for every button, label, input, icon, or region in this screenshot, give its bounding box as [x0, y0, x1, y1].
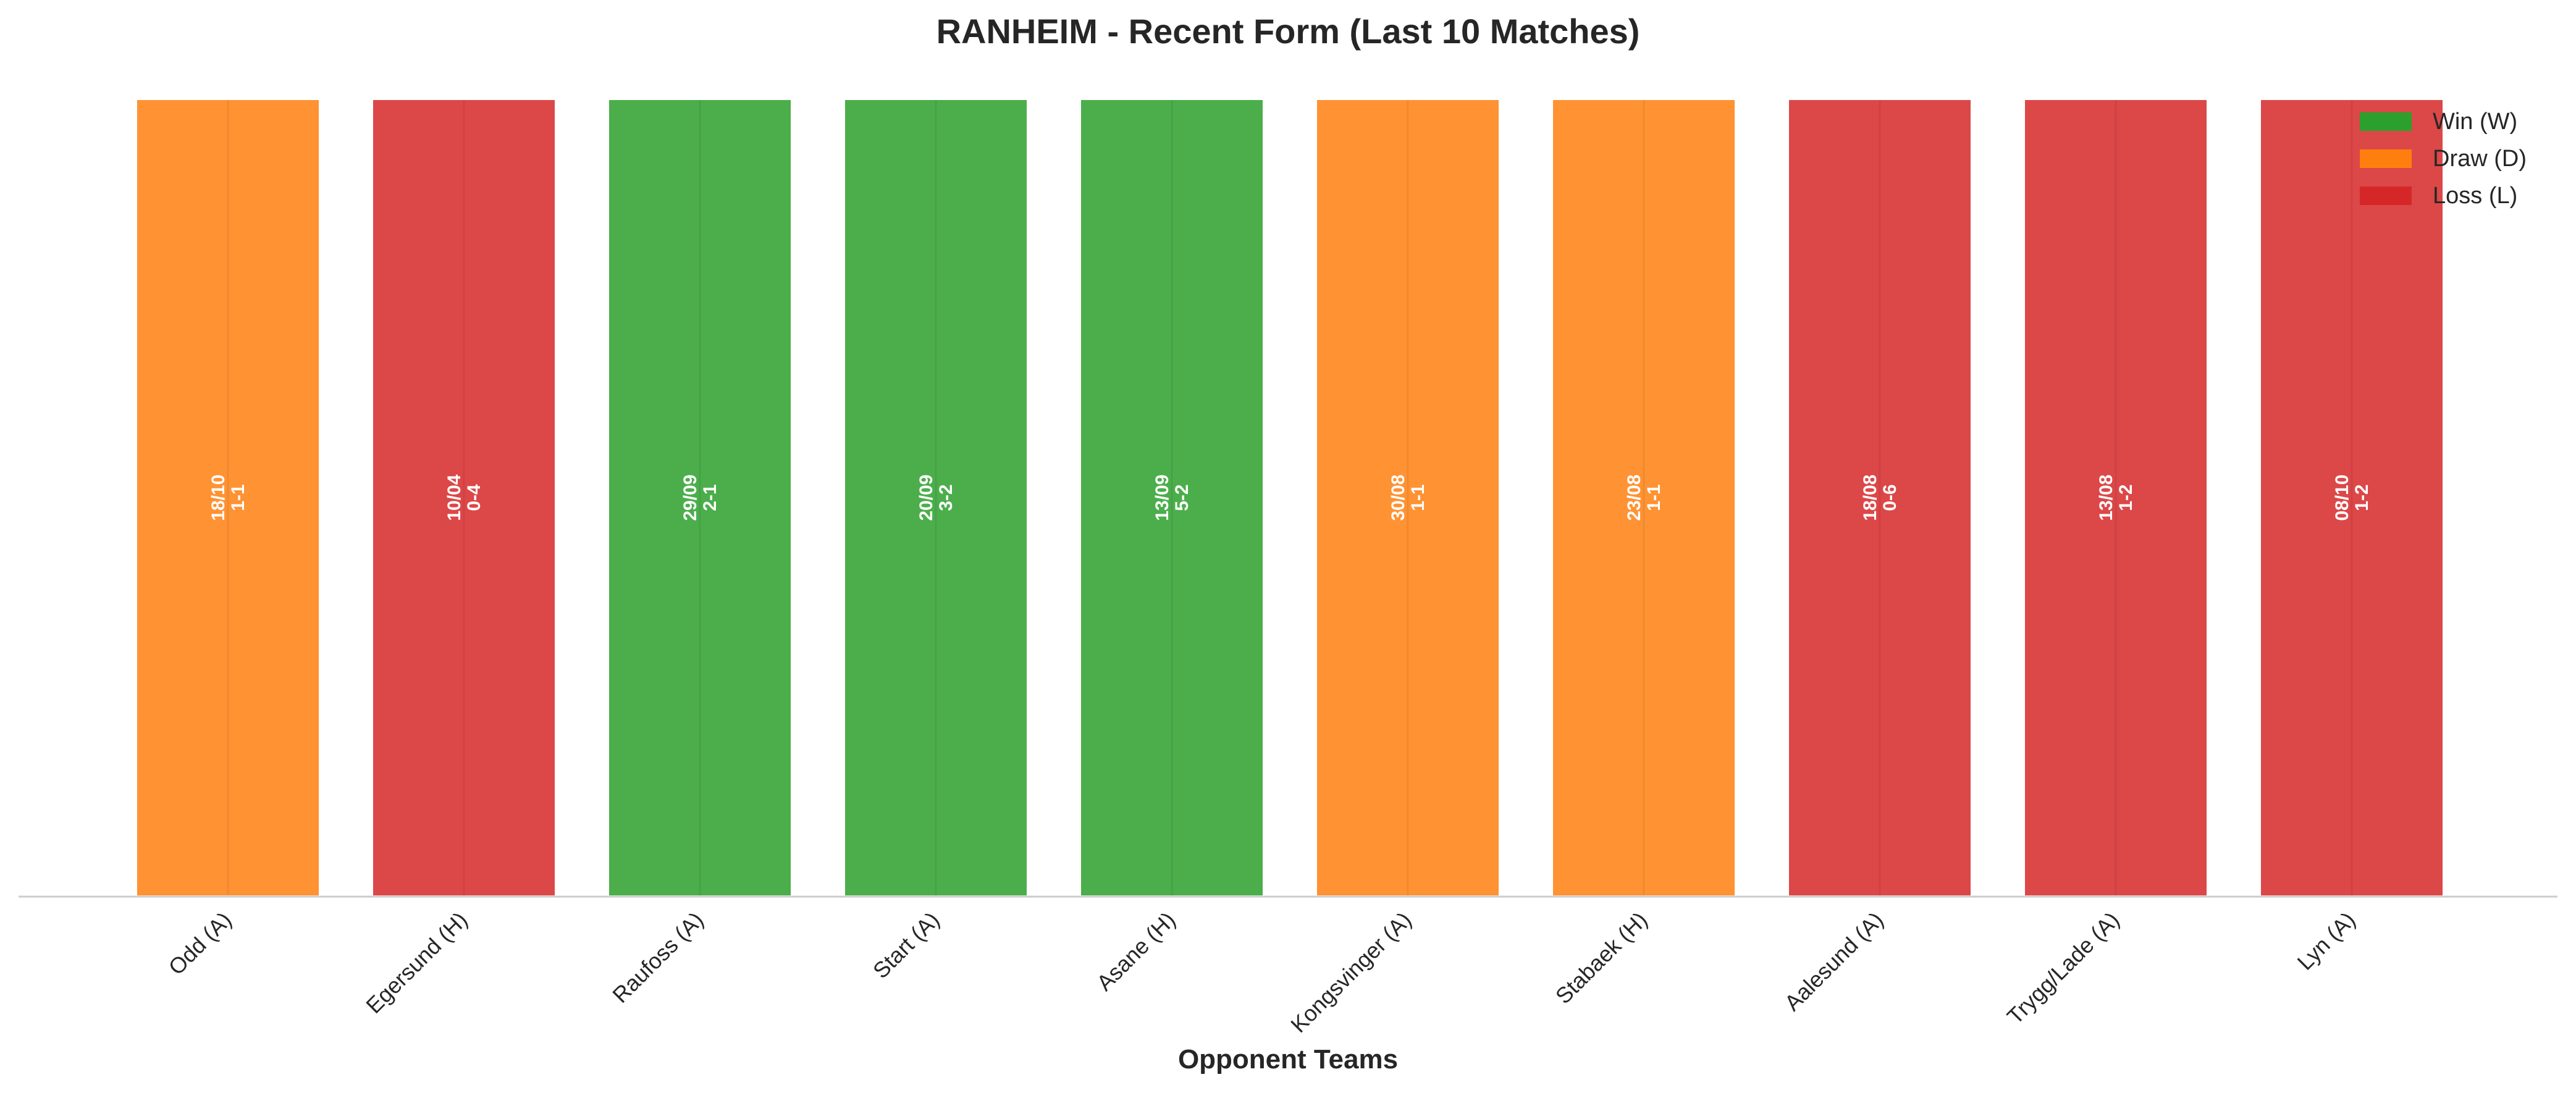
bar-label: 18/101-1 [208, 474, 248, 521]
bar-label: 20/093-2 [916, 474, 956, 521]
legend-swatch [2360, 186, 2412, 205]
legend: Win (W) Draw (D) Loss (L) [2360, 109, 2527, 209]
match-date: 29/09 [680, 474, 701, 521]
x-tick-label: Start (A) [868, 907, 945, 984]
legend-label: Draw (D) [2433, 146, 2527, 172]
match-date: 10/04 [444, 474, 465, 521]
bar [1315, 98, 1501, 898]
bar [843, 98, 1029, 898]
match-score: 2-1 [700, 484, 720, 511]
match-date: 20/09 [916, 474, 937, 521]
match-date: 30/08 [1388, 474, 1408, 521]
bar-label: 29/092-1 [680, 474, 720, 521]
bar [2258, 98, 2445, 898]
bar-label: 13/081-2 [2096, 474, 2136, 521]
match-score: 1-2 [2116, 484, 2136, 511]
x-tick-labels: Odd (A) Egersund (H) Raufoss (A) Start (A) A… [164, 907, 2360, 1038]
match-date: 08/10 [2332, 474, 2352, 521]
match-score: 5-2 [1172, 484, 1192, 511]
x-axis-label: Opponent Teams [1178, 1044, 1398, 1074]
match-score: 1-1 [1644, 484, 1664, 511]
x-tick-label: Asane (H) [1092, 907, 1181, 996]
legend-label: Win (W) [2433, 109, 2517, 135]
bar-label: 08/101-2 [2332, 474, 2372, 521]
match-score: 1-1 [228, 484, 248, 511]
chart-title: RANHEIM - Recent Form (Last 10 Matches) [937, 12, 1640, 51]
x-tick-label: Egersund (H) [361, 907, 472, 1018]
match-date: 18/08 [1860, 474, 1880, 521]
legend-swatch [2360, 149, 2412, 168]
match-score: 0-6 [1880, 484, 1900, 511]
match-score: 0-4 [464, 484, 484, 511]
x-tick-label: Raufoss (A) [607, 907, 708, 1008]
match-score: 1-2 [2352, 484, 2372, 511]
bar [371, 98, 557, 898]
legend-label: Loss (L) [2433, 183, 2517, 209]
x-tick-label: Stabaek (H) [1551, 907, 1652, 1009]
match-date: 23/08 [1624, 474, 1644, 521]
match-date: 18/10 [208, 474, 229, 521]
legend-swatch [2360, 112, 2412, 131]
match-date: 13/08 [2096, 474, 2116, 521]
bar [607, 98, 793, 898]
bar-label: 10/040-4 [444, 474, 484, 521]
bars-group: 18/101-1 10/040-4 29/092-1 20/093-2 13/095-2… [135, 98, 2445, 898]
match-score: 3-2 [936, 484, 956, 511]
x-tick-label: Trygg/Lade (A) [2002, 907, 2124, 1029]
bar-label: 23/081-1 [1624, 474, 1664, 521]
bar [1551, 98, 1737, 898]
x-tick-label: Kongsvinger (A) [1286, 907, 1416, 1038]
bar-label: 30/081-1 [1388, 474, 1428, 521]
x-tick-label: Odd (A) [164, 907, 237, 980]
bar [1079, 98, 1265, 898]
x-tick-label: Aalesund (A) [1780, 907, 1888, 1016]
bar-label: 18/080-6 [1860, 474, 1900, 521]
bar-label: 13/095-2 [1152, 474, 1192, 521]
match-score: 1-1 [1408, 484, 1428, 511]
bar [135, 98, 321, 898]
x-tick-label: Lyn (A) [2292, 907, 2360, 975]
match-date: 13/09 [1152, 474, 1172, 521]
